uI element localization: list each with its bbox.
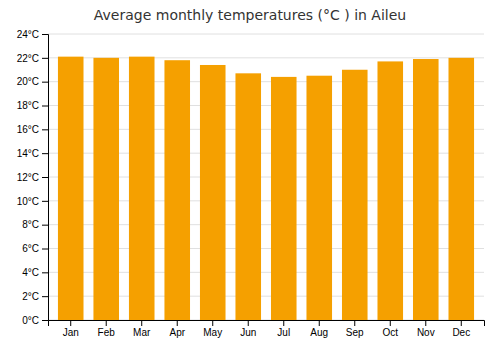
grid-line xyxy=(48,34,484,35)
tick-label: Jan xyxy=(63,327,79,338)
tick: 24°C xyxy=(17,29,48,40)
tick: 18°C xyxy=(17,100,48,111)
bar xyxy=(93,58,119,320)
tick-label: Mar xyxy=(133,327,151,338)
tick-label: Nov xyxy=(417,327,435,338)
tick-mark xyxy=(354,320,355,326)
tick: Nov xyxy=(417,320,435,338)
tick: 4°C xyxy=(22,267,48,278)
tick-mark xyxy=(248,320,249,326)
tick: Dec xyxy=(452,320,470,338)
bar xyxy=(448,58,474,320)
bar xyxy=(200,65,226,320)
tick-mark xyxy=(42,296,48,297)
bar xyxy=(235,73,261,320)
tick-label: 0°C xyxy=(22,315,39,326)
tick-label: 12°C xyxy=(17,172,39,183)
tick-label: 22°C xyxy=(17,53,39,64)
tick-mark xyxy=(42,106,48,107)
x-axis: Jan Feb Mar Apr May Jun Jul Aug Sep Oct Nov Dec xyxy=(49,320,485,338)
tick-label: 2°C xyxy=(22,291,39,302)
tick: 12°C xyxy=(17,172,48,183)
tick: Mar xyxy=(133,320,151,338)
chart: Average monthly temperatures (°C ) in Ai… xyxy=(0,0,500,350)
tick-mark xyxy=(42,34,48,35)
tick-mark xyxy=(42,225,48,226)
tick: 8°C xyxy=(22,219,48,230)
tick-label: Apr xyxy=(169,327,185,338)
bar xyxy=(306,76,332,320)
tick: Aug xyxy=(310,320,328,338)
tick: 10°C xyxy=(17,196,48,207)
tick: Apr xyxy=(169,320,185,338)
axis-line xyxy=(42,35,49,321)
tick-mark xyxy=(42,249,48,250)
tick: Jul xyxy=(277,320,290,338)
bar xyxy=(342,70,368,320)
bar xyxy=(271,77,297,320)
tick-mark xyxy=(42,82,48,83)
bar xyxy=(164,60,190,320)
tick-mark xyxy=(461,320,462,326)
tick-mark xyxy=(42,58,48,59)
tick-label: 6°C xyxy=(22,243,39,254)
tick-mark xyxy=(42,272,48,273)
tick-mark xyxy=(42,201,48,202)
tick-mark xyxy=(319,320,320,326)
tick-label: 16°C xyxy=(17,124,39,135)
tick-mark xyxy=(212,320,213,326)
tick-label: 4°C xyxy=(22,267,39,278)
tick-label: 18°C xyxy=(17,100,39,111)
tick-mark xyxy=(141,320,142,326)
tick: 0°C xyxy=(22,315,48,326)
tick-label: Oct xyxy=(382,327,398,338)
tick-label: 8°C xyxy=(22,219,39,230)
tick-mark xyxy=(42,320,48,321)
tick-mark xyxy=(42,177,48,178)
grid xyxy=(48,34,484,320)
tick: 14°C xyxy=(17,148,48,159)
y-axis: 0°C 2°C 4°C 6°C 8°C 10°C 12°C 14°C 16°C 18°C 20°C 2… xyxy=(17,29,49,326)
tick-label: May xyxy=(203,327,222,338)
tick: Jun xyxy=(240,320,256,338)
tick-label: 24°C xyxy=(17,29,39,40)
tick-mark xyxy=(177,320,178,326)
bars xyxy=(58,57,474,320)
tick-mark xyxy=(70,320,71,326)
tick-label: 20°C xyxy=(17,76,39,87)
tick: May xyxy=(203,320,222,338)
tick-label: Sep xyxy=(346,327,364,338)
tick-label: Aug xyxy=(310,327,328,338)
tick: Oct xyxy=(382,320,398,338)
tick: Sep xyxy=(346,320,364,338)
tick-mark xyxy=(283,320,284,326)
bar xyxy=(58,57,84,320)
plot: 0°C 2°C 4°C 6°C 8°C 10°C 12°C 14°C 16°C 18°C 20°C 2… xyxy=(17,29,485,338)
title: Average monthly temperatures (°C ) in Ai… xyxy=(94,7,406,23)
tick-mark xyxy=(42,153,48,154)
tick-label: Feb xyxy=(98,327,116,338)
tick-mark xyxy=(390,320,391,326)
tick-label: Jul xyxy=(277,327,290,338)
tick-mark xyxy=(106,320,107,326)
tick: Jan xyxy=(63,320,79,338)
tick: Feb xyxy=(98,320,116,338)
bar xyxy=(413,59,439,320)
tick-label: 10°C xyxy=(17,196,39,207)
tick-mark xyxy=(42,129,48,130)
bar xyxy=(377,61,403,320)
axis-line xyxy=(49,321,485,327)
tick: 6°C xyxy=(22,243,48,254)
tick: 22°C xyxy=(17,53,48,64)
tick: 2°C xyxy=(22,291,48,302)
tick-label: Jun xyxy=(240,327,256,338)
tick-mark xyxy=(425,320,426,326)
tick: 16°C xyxy=(17,124,48,135)
tick: 20°C xyxy=(17,76,48,87)
tick-label: 14°C xyxy=(17,148,39,159)
tick-label: Dec xyxy=(452,327,470,338)
bar xyxy=(129,57,155,320)
